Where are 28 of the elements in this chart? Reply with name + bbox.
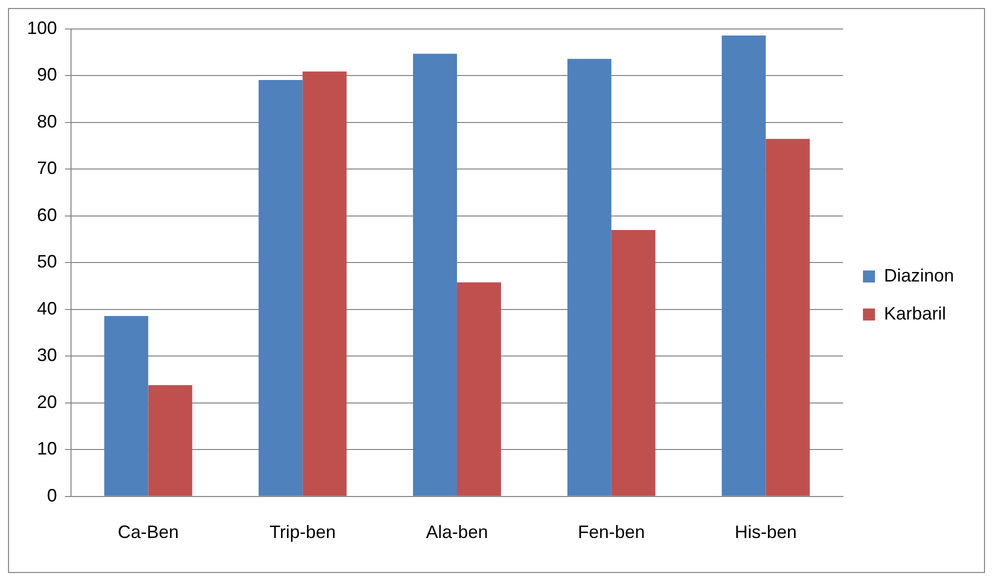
legend-label: Karbaril: [884, 303, 946, 324]
y-tick-label: 50: [37, 252, 58, 272]
bar: [148, 385, 192, 496]
y-tick-label: 90: [37, 64, 58, 85]
x-tick-label: Ca-Ben: [118, 522, 179, 542]
x-tick-label: Ala-ben: [426, 522, 488, 542]
y-tick-label: 70: [37, 158, 58, 178]
y-tick-label: 10: [37, 438, 58, 459]
x-tick-label: His-ben: [734, 522, 797, 542]
legend-label: Diazinon: [884, 265, 954, 286]
bar: [412, 54, 457, 496]
bar: [766, 138, 810, 496]
y-tick-label: 30: [37, 345, 58, 366]
bar: [302, 72, 347, 496]
y-tick-label: 80: [37, 111, 58, 132]
bar: [722, 36, 766, 496]
y-tick-label: 100: [26, 18, 58, 38]
x-tick-label: Fen-ben: [578, 522, 645, 542]
bar: [456, 282, 501, 496]
bar: [104, 316, 148, 496]
bar: [258, 80, 303, 496]
bar: [567, 58, 612, 496]
y-tick-label: 0: [47, 485, 58, 506]
y-tick-label: 40: [37, 298, 58, 318]
y-tick-label: 20: [37, 392, 58, 412]
y-tick-label: 60: [37, 204, 58, 225]
x-tick-label: Trip-ben: [269, 522, 336, 542]
bar: [611, 230, 656, 496]
